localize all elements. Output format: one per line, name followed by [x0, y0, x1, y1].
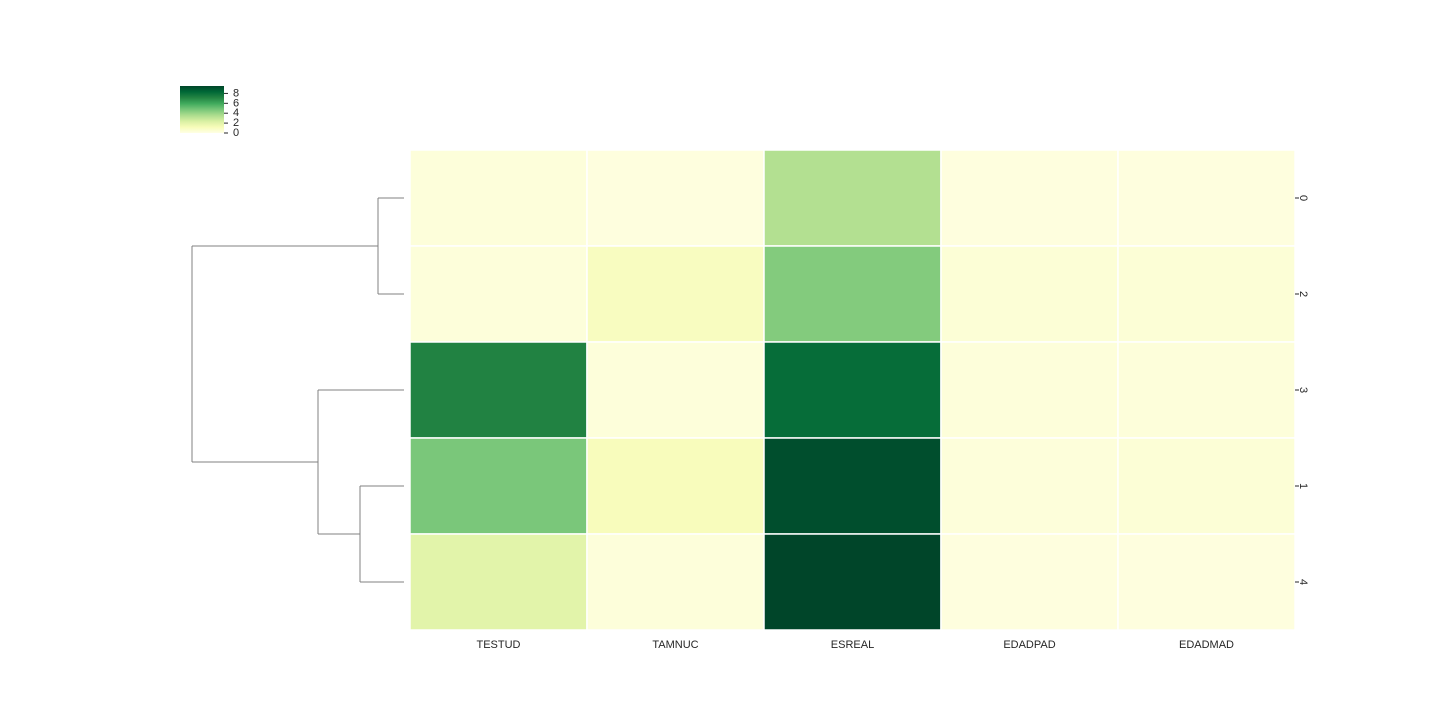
heatmap-cells	[409, 149, 1296, 631]
heatmap-cell	[1117, 437, 1296, 535]
heatmap-cell	[940, 341, 1119, 439]
heatmap-cell	[586, 149, 765, 247]
colorbar-tick-label: 6	[233, 97, 239, 109]
colorbar-tick-label: 4	[233, 107, 239, 119]
heatmap-cell	[763, 149, 942, 247]
heatmap-cell	[1117, 149, 1296, 247]
colorbar-tick-label: 0	[233, 127, 239, 139]
row-dendrogram	[191, 197, 404, 583]
y-tick-labels: 0 2 3 1 4	[1295, 195, 1309, 585]
y-tick-label: 1	[1297, 483, 1309, 489]
heatmap-cell	[763, 533, 942, 631]
y-tick-label: 0	[1297, 195, 1309, 201]
heatmap-cell	[763, 341, 942, 439]
y-tick-label: 4	[1297, 579, 1309, 585]
x-tick-labels: TESTUD TAMNUC ESREAL EDADPAD EDADMAD	[477, 639, 1235, 651]
heatmap-cell	[586, 437, 765, 535]
x-tick-label: ESREAL	[831, 639, 874, 651]
heatmap-cell	[940, 533, 1119, 631]
heatmap-cell	[763, 437, 942, 535]
x-tick-label: EDADPAD	[1003, 639, 1055, 651]
colorbar-gradient	[180, 86, 224, 133]
colorbar-tick-label: 8	[233, 87, 239, 99]
heatmap-cell	[1117, 245, 1296, 343]
x-tick-label: TESTUD	[477, 639, 521, 651]
heatmap-cell	[1117, 533, 1296, 631]
x-tick-label: TAMNUC	[652, 639, 698, 651]
heatmap-cell	[409, 341, 588, 439]
heatmap-cell	[940, 245, 1119, 343]
heatmap-cell	[1117, 341, 1296, 439]
heatmap-cell	[409, 533, 588, 631]
heatmap-cell	[409, 245, 588, 343]
x-tick-label: EDADMAD	[1179, 639, 1234, 651]
y-tick-label: 2	[1297, 291, 1309, 297]
heatmap-cell	[409, 149, 588, 247]
heatmap-cell	[940, 437, 1119, 535]
heatmap-cell	[409, 437, 588, 535]
heatmap-cell	[940, 149, 1119, 247]
heatmap-cell	[586, 533, 765, 631]
heatmap-cell	[586, 245, 765, 343]
colorbar-tick-label: 2	[233, 117, 239, 129]
heatmap-cell	[586, 341, 765, 439]
heatmap-cell	[763, 245, 942, 343]
y-tick-label: 3	[1297, 387, 1309, 393]
